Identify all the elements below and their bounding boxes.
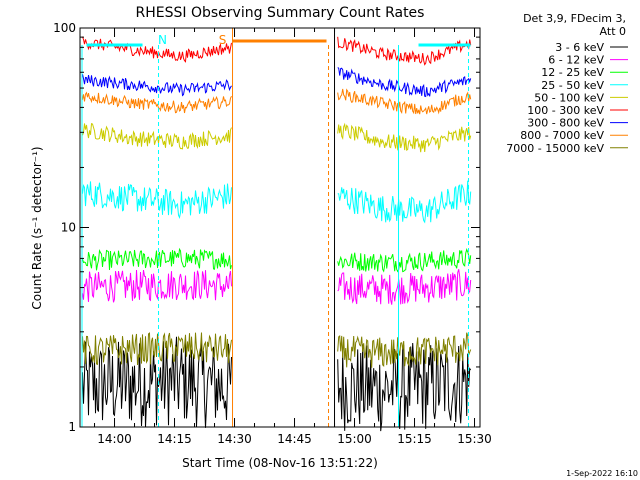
x-tick-label: 14:30 [217, 432, 252, 446]
legend-entry: 800 - 7000 keV [520, 129, 604, 142]
legend-entry: 12 - 25 keV [541, 66, 604, 79]
y-tick-label: 10 [61, 221, 76, 235]
x-tick-label: 14:00 [97, 432, 132, 446]
series-line [337, 342, 472, 432]
legend-entry: 3 - 6 keV [555, 41, 604, 54]
flag-label: N [158, 33, 167, 47]
legend-entry: 6 - 12 keV [548, 54, 604, 67]
series-line [337, 180, 472, 224]
series-line [82, 91, 232, 114]
series-line [82, 181, 232, 219]
series-line [82, 332, 232, 366]
series-line [337, 247, 472, 273]
x-tick-label: 14:15 [157, 432, 192, 446]
series-line [82, 123, 232, 150]
series-line [337, 88, 472, 115]
axes: 14:00 14:15 14:30 14:45 15:00 15:15 15:30 1 10 10… [53, 21, 492, 446]
series-line [82, 247, 232, 271]
legend-entry: 100 - 300 keV [527, 104, 604, 117]
x-tick-label: 15:30 [457, 432, 492, 446]
x-axis-label: Start Time (08-Nov-16 13:51:22) [182, 456, 378, 470]
legend-header: Att 0 [600, 25, 626, 38]
series-line [337, 36, 472, 66]
chart-title: RHESSI Observing Summary Count Rates [136, 5, 425, 21]
x-tick-label: 15:15 [397, 432, 432, 446]
y-axis-label: Count Rate (s⁻¹ detector⁻¹) [30, 146, 44, 309]
series-line [337, 269, 472, 305]
series-line [337, 67, 472, 98]
legend-entry: 7000 - 15000 keV [506, 142, 604, 155]
x-tick-label: 15:00 [337, 432, 372, 446]
generation-timestamp: 1-Sep-2022 16:10 [566, 469, 638, 478]
legend-entry: 25 - 50 keV [541, 79, 604, 92]
y-tick-label: 1 [68, 420, 76, 434]
series-line [82, 74, 232, 97]
series-line [337, 332, 472, 368]
series-line [337, 122, 472, 153]
y-tick-label: 100 [53, 21, 76, 35]
series-line [82, 36, 232, 63]
legend-entry: 300 - 800 keV [527, 117, 604, 130]
legend-header: Det 3,9, FDecim 3, [523, 12, 626, 25]
legend-entry: 50 - 100 keV [534, 91, 604, 104]
x-tick-label: 14:45 [277, 432, 312, 446]
flag-label: S [219, 33, 227, 47]
series-line [82, 269, 232, 303]
series-line [82, 336, 232, 428]
